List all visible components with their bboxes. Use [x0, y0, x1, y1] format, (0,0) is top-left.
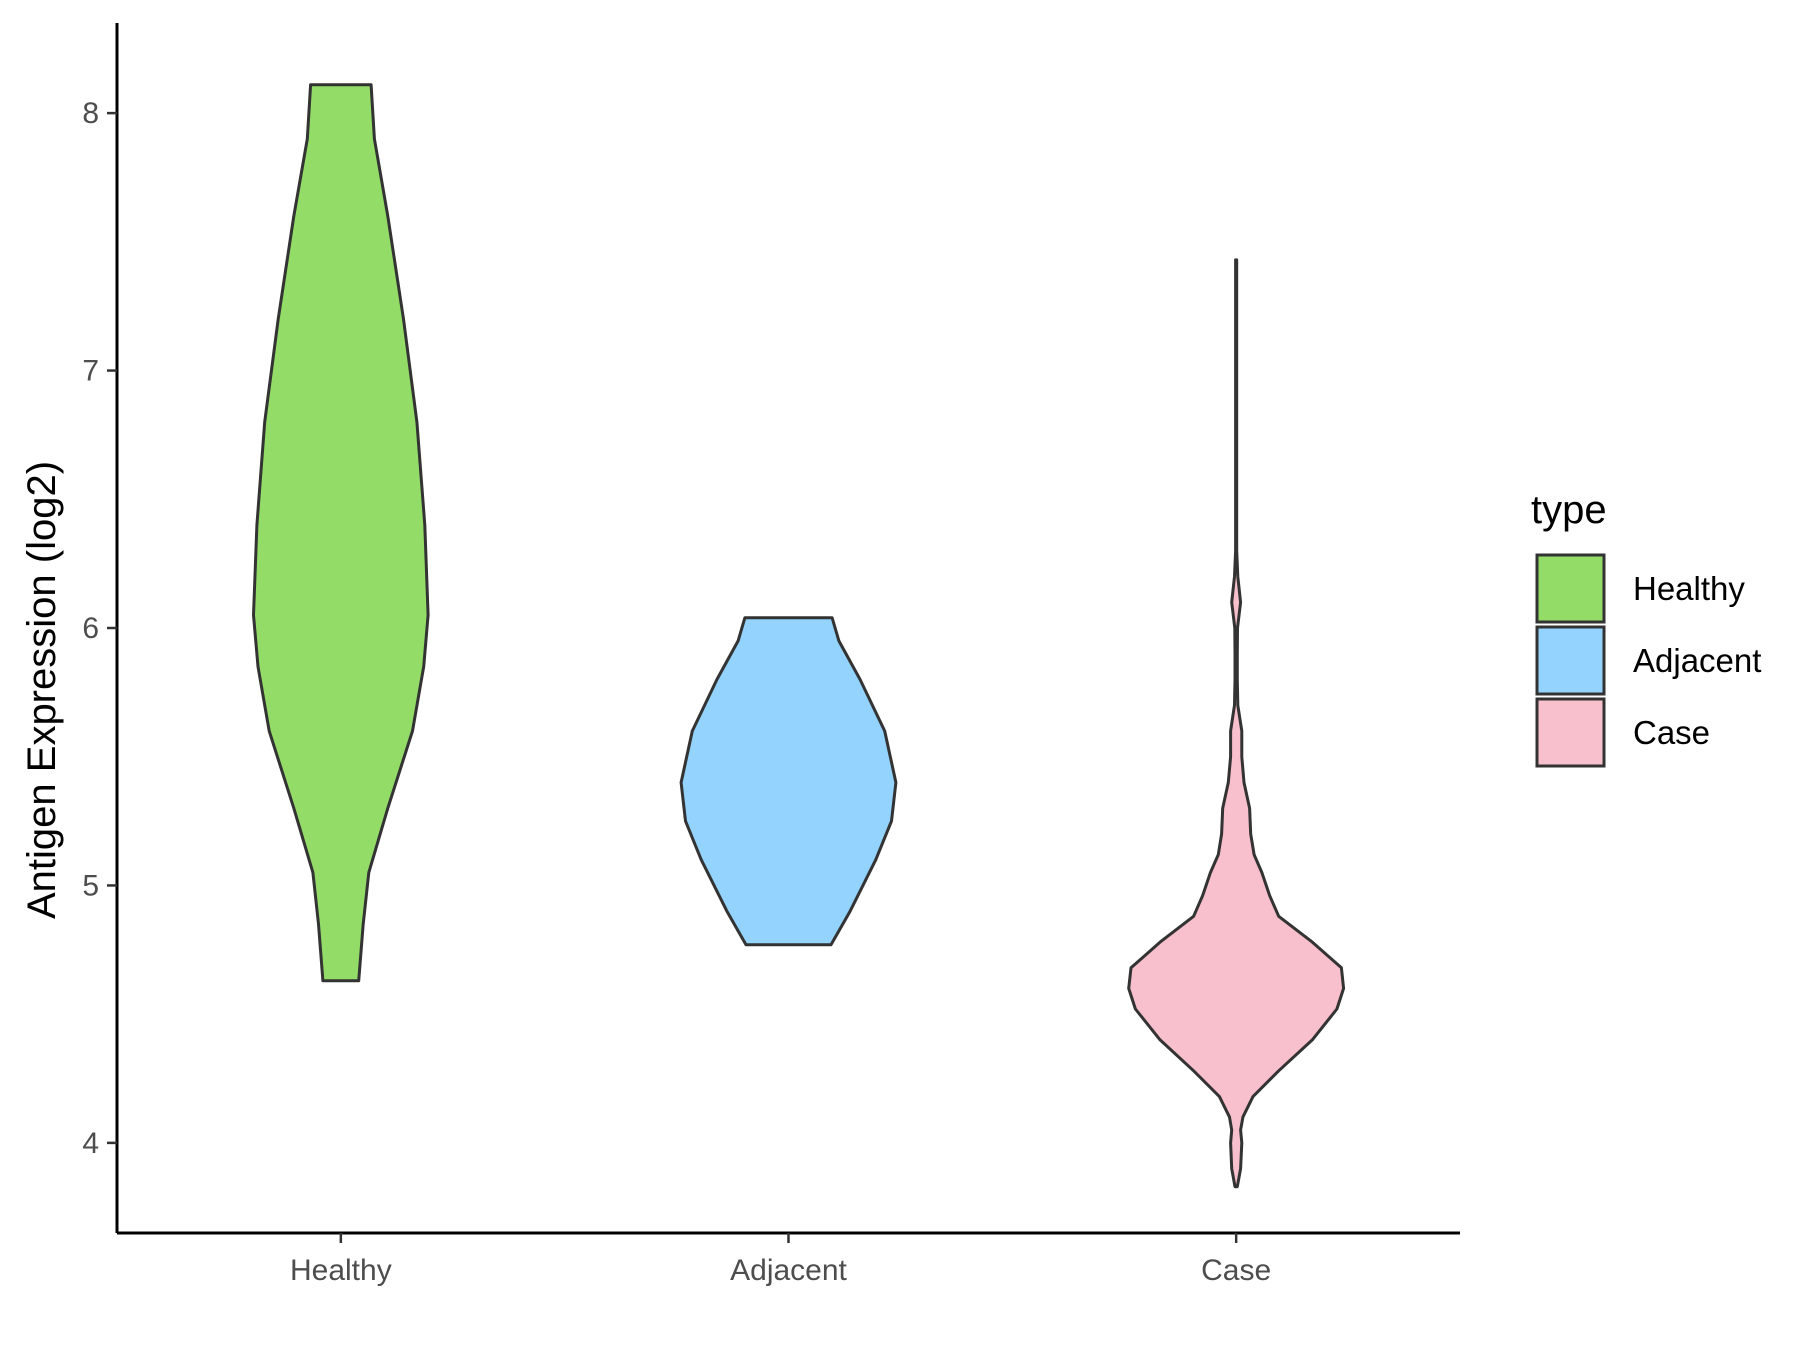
y-ticks: 4 5 6 7 8	[82, 97, 117, 1160]
violins	[252, 83, 1346, 1189]
y-tick-label-5: 5	[82, 869, 99, 902]
legend-items: Healthy Adjacent Case	[1535, 553, 1761, 768]
x-tick-label-case: Case	[1201, 1254, 1271, 1287]
y-tick-label-7: 7	[82, 355, 99, 388]
y-tick-label-8: 8	[82, 97, 99, 130]
x-tick-label-adjacent: Adjacent	[730, 1254, 847, 1287]
violin-case	[1127, 258, 1346, 1189]
legend-swatch-healthy	[1535, 553, 1606, 624]
violin-healthy	[252, 83, 430, 983]
legend-title: type	[1531, 488, 1607, 532]
x-tick-label-healthy: Healthy	[290, 1254, 392, 1287]
x-ticks: Healthy Adjacent Case	[290, 1233, 1271, 1287]
plot-area: 4 5 6 7 8 Healthy Adjacent Case	[82, 23, 1460, 1287]
legend-swatch-case	[1535, 697, 1606, 768]
y-tick-label-4: 4	[82, 1127, 99, 1160]
legend-label-case: Case	[1633, 714, 1710, 751]
y-tick-label-6: 6	[82, 612, 99, 645]
y-axis-title: Antigen Expression (log2)	[20, 461, 64, 919]
legend-label-healthy: Healthy	[1633, 570, 1745, 607]
legend: type Healthy Adjacent Case	[1531, 488, 1761, 768]
legend-swatch-adjacent	[1535, 625, 1606, 696]
legend-label-adjacent: Adjacent	[1633, 642, 1761, 679]
violin-adjacent	[679, 616, 898, 947]
